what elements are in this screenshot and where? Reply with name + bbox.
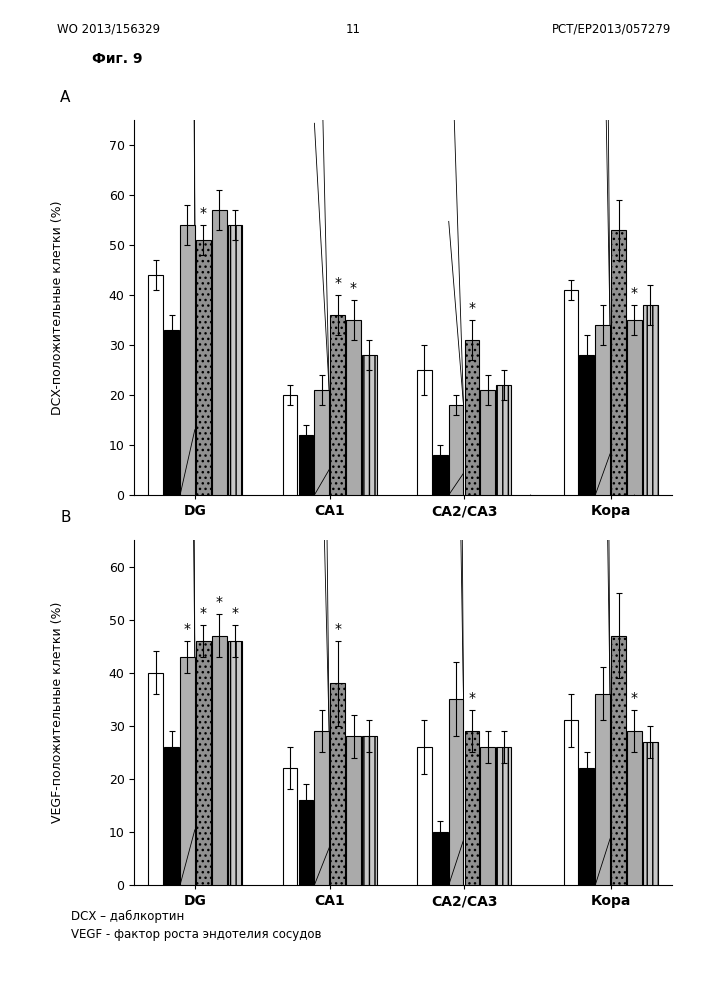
Bar <box>298 435 313 495</box>
Text: *: * <box>334 276 341 290</box>
Text: *: * <box>334 622 341 636</box>
Bar <box>283 768 298 885</box>
Text: PCT/EP2013/057279: PCT/EP2013/057279 <box>552 23 672 36</box>
Y-axis label: DCX-положительные клетки (%): DCX-положительные клетки (%) <box>52 200 64 415</box>
Bar <box>464 731 479 885</box>
Text: B: B <box>60 510 71 525</box>
Bar <box>362 736 377 885</box>
Bar <box>433 832 448 885</box>
Bar <box>283 395 298 495</box>
Text: *: * <box>631 691 638 705</box>
Bar <box>595 694 610 885</box>
Bar <box>627 320 642 495</box>
Bar <box>580 768 594 885</box>
Bar <box>346 320 361 495</box>
Bar <box>595 325 610 495</box>
Y-axis label: VEGF-положительные клетки (%): VEGF-положительные клетки (%) <box>52 602 64 823</box>
Bar <box>643 742 658 885</box>
Bar <box>417 747 432 885</box>
Bar <box>196 641 211 885</box>
Text: WO 2013/156329: WO 2013/156329 <box>57 23 160 36</box>
Bar <box>228 641 243 885</box>
Bar <box>164 330 179 495</box>
Text: Фиг. 9: Фиг. 9 <box>92 52 142 66</box>
Bar <box>433 455 448 495</box>
Bar <box>346 736 361 885</box>
Bar <box>611 230 626 495</box>
Bar <box>417 370 432 495</box>
Text: *: * <box>469 301 476 315</box>
Bar <box>330 683 345 885</box>
Bar <box>164 747 179 885</box>
Text: A: A <box>60 90 71 105</box>
Bar <box>180 225 195 495</box>
Text: *: * <box>216 595 223 609</box>
Text: *: * <box>631 286 638 300</box>
Text: *: * <box>350 281 357 295</box>
Bar <box>563 290 578 495</box>
Bar <box>148 275 163 495</box>
Bar <box>330 315 345 495</box>
Bar <box>496 747 511 885</box>
Bar <box>643 305 658 495</box>
Bar <box>228 225 243 495</box>
Bar <box>464 340 479 495</box>
Bar <box>148 673 163 885</box>
Text: *: * <box>184 622 191 636</box>
Text: *: * <box>200 606 207 620</box>
Text: *: * <box>200 206 207 220</box>
Bar <box>627 731 642 885</box>
Bar <box>298 800 313 885</box>
Text: DCX – даблкортин: DCX – даблкортин <box>71 910 184 923</box>
Bar <box>580 355 594 495</box>
Bar <box>563 720 578 885</box>
Bar <box>496 385 511 495</box>
Bar <box>449 405 464 495</box>
Bar <box>196 240 211 495</box>
Bar <box>212 210 226 495</box>
Bar <box>212 636 226 885</box>
Bar <box>315 731 329 885</box>
Text: 11: 11 <box>346 23 361 36</box>
Bar <box>180 657 195 885</box>
Bar <box>481 747 495 885</box>
Text: *: * <box>232 606 238 620</box>
Bar <box>315 390 329 495</box>
Text: VEGF - фактор роста эндотелия сосудов: VEGF - фактор роста эндотелия сосудов <box>71 928 321 941</box>
Bar <box>611 636 626 885</box>
Bar <box>481 390 495 495</box>
Text: *: * <box>469 691 476 705</box>
Bar <box>362 355 377 495</box>
Bar <box>449 699 464 885</box>
